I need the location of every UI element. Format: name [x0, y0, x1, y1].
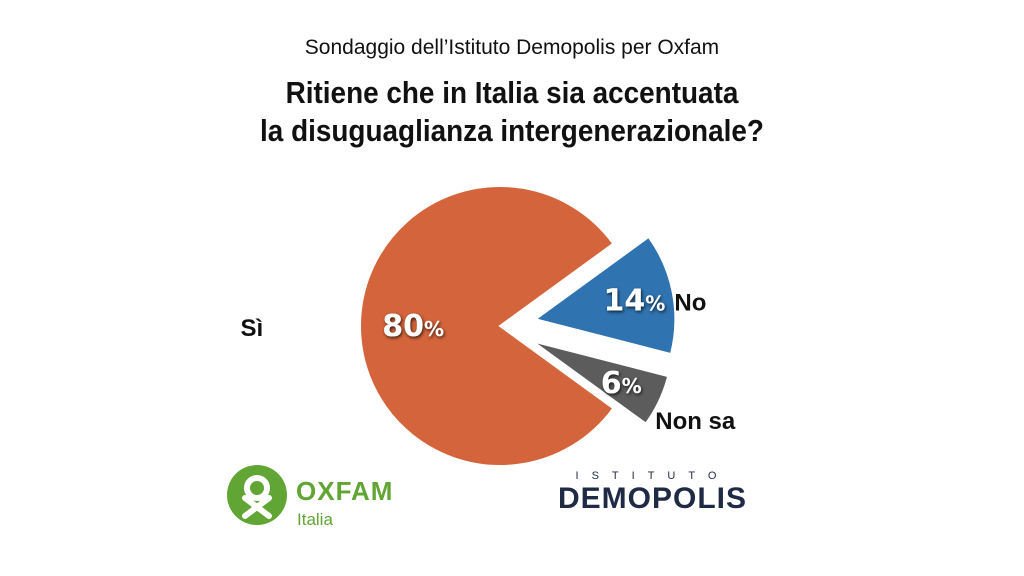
chart-subtitle: Sondaggio dell’Istituto Demopolis per Ox…: [304, 36, 720, 59]
pie-slice-3: [531, 340, 670, 426]
chart-title-line-1: Ritiene che in Italia sia accentuata: [285, 75, 739, 110]
chart-title: Ritiene che in Italia sia accentuata la …: [51, 74, 973, 150]
oxfam-sublabel: Italia: [297, 510, 333, 529]
demopolis-logo: ISTITUTO DEMOPOLIS: [530, 470, 775, 530]
demopolis-top-text: ISTITUTO: [575, 470, 730, 482]
demopolis-wordmark: DEMOPOLIS: [557, 482, 747, 515]
slice-category-label: Sì: [241, 315, 264, 342]
slice-category-label: Non sa: [655, 408, 736, 435]
oxfam-figure-icon: [227, 465, 287, 525]
pie-slice-2: [533, 235, 677, 356]
slice-value-label: 6%: [601, 366, 642, 401]
slice-category-label: No: [674, 289, 706, 316]
pie-slice-1: [359, 185, 615, 467]
oxfam-logo: OXFAM Italia: [226, 464, 426, 534]
slice-value-label: 80%: [382, 309, 444, 344]
chart-title-line-2: la disuguaglianza intergenerazionale?: [260, 113, 764, 148]
slice-value-label: 14%: [603, 283, 665, 318]
oxfam-wordmark: OXFAM: [296, 476, 394, 506]
